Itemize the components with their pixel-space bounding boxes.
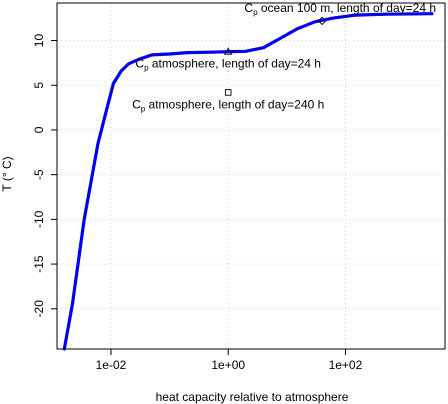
x-axis-label: heat capacity relative to atmosphere [156, 390, 349, 404]
axes: 1e-02 1e+00 1e+02 -20 -15 -10 -5 0 5 10 [32, 34, 363, 372]
annotation-label: Cp ocean 100 m, length of day=24 h [244, 1, 436, 17]
annotation-label: Cp atmosphere, length of day=24 h [135, 57, 321, 73]
diamond-marker [317, 16, 327, 26]
series-layer [62, 12, 434, 351]
y-tick-label: 10 [32, 34, 46, 48]
annotation-layer: Cp atmosphere, length of day=24 h Cp atmo… [132, 1, 436, 114]
x-tick-label: 1e+00 [211, 358, 245, 372]
series-line [62, 12, 434, 351]
markers-layer [223, 16, 327, 96]
grid [57, 3, 445, 349]
y-tick-label: -5 [32, 169, 46, 180]
y-tick-label: -15 [32, 255, 46, 273]
y-axis-label: T (° C) [0, 156, 14, 191]
square-marker [224, 89, 232, 96]
triangle-marker [223, 47, 233, 55]
x-tick-label: 1e+02 [329, 358, 363, 372]
y-tick-label: 0 [32, 126, 46, 133]
y-tick-label: -20 [32, 300, 46, 318]
y-tick-label: -10 [32, 210, 46, 228]
y-tick-label: 5 [32, 82, 46, 89]
annotation-label: Cp atmosphere, length of day=240 h [132, 97, 324, 113]
x-tick-label: 1e-02 [96, 358, 127, 372]
plot-frame [56, 2, 446, 350]
